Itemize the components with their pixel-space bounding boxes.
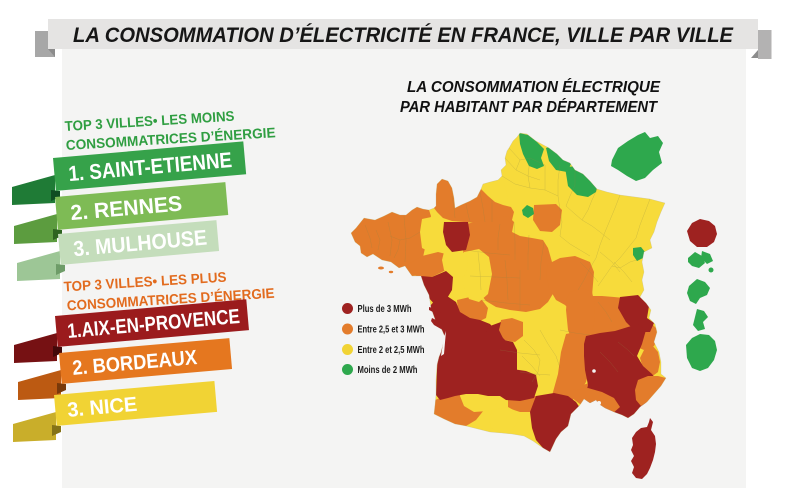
svg-text:LA CONSOMMATION ÉLECTRIQUE: LA CONSOMMATION ÉLECTRIQUE (407, 77, 661, 96)
svg-text:LA CONSOMMATION D’ÉLECTRICITÉ: LA CONSOMMATION D’ÉLECTRICITÉ EN FRANCE,… (73, 22, 734, 47)
svg-text:Plus de 3 MWh: Plus de 3 MWh (358, 304, 412, 315)
svg-text:Moins de 2 MWh: Moins de 2 MWh (358, 365, 418, 376)
svg-text:PAR HABITANT PAR DÉPARTEMENT: PAR HABITANT PAR DÉPARTEMENT (400, 97, 658, 116)
svg-text:Entre 2,5 et 3 MWh: Entre 2,5 et 3 MWh (358, 325, 425, 336)
svg-text:Entre 2 et 2,5 MWh: Entre 2 et 2,5 MWh (358, 345, 425, 356)
